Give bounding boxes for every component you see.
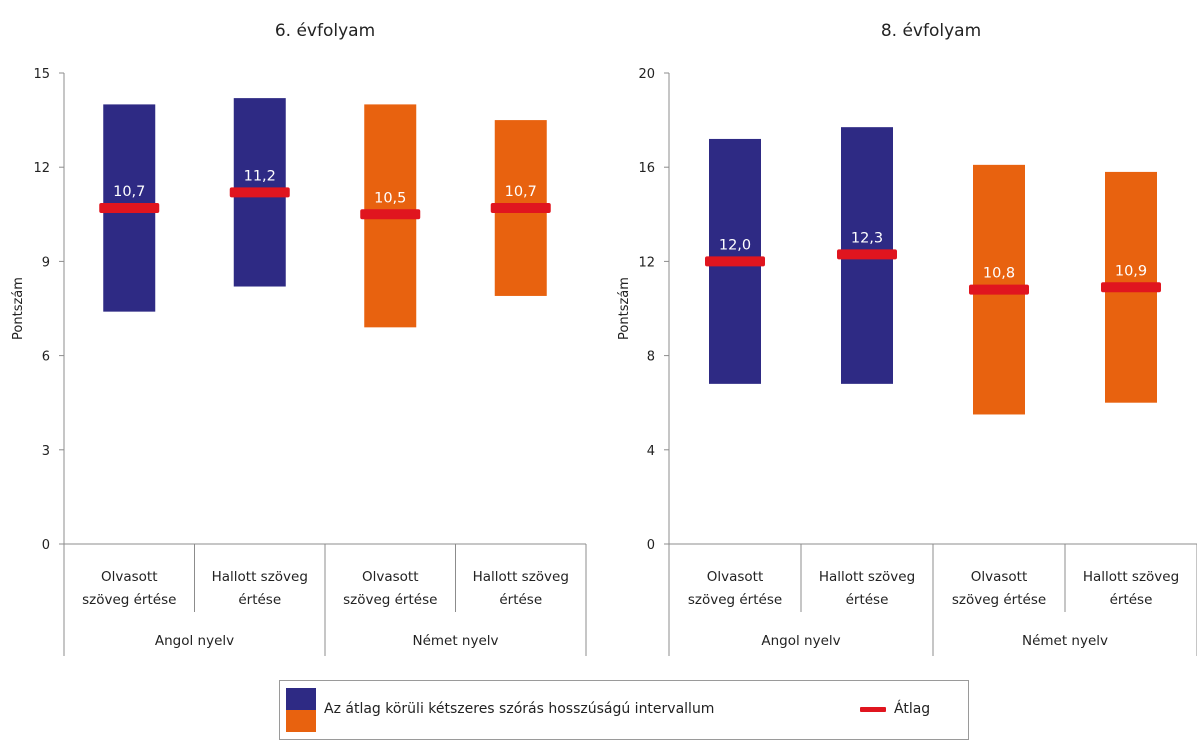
category-label: Olvasott — [101, 569, 158, 585]
category-label: értése — [1110, 592, 1153, 608]
y-tick-label: 0 — [42, 538, 50, 553]
mean-value-label: 10,5 — [374, 190, 406, 206]
legend-interval-label: Az átlag körüli kétszeres szórás hosszús… — [324, 701, 715, 717]
group-label: Német nyelv — [412, 633, 498, 649]
category-label: Hallott szöveg — [473, 569, 569, 585]
mean-marker — [490, 203, 551, 214]
y-tick-label: 12 — [33, 161, 50, 176]
legend-swatch-orange — [286, 710, 316, 732]
y-axis-label: Pontszám — [11, 277, 26, 340]
chart-title: 8. évfolyam — [881, 21, 981, 41]
category-label: Hallott szöveg — [819, 569, 915, 585]
category-label: Hallott szöveg — [212, 569, 308, 585]
category-label: Olvasott — [707, 569, 764, 585]
mean-marker — [837, 249, 897, 260]
y-tick-label: 20 — [638, 67, 655, 82]
mean-marker — [705, 256, 765, 267]
mean-value-label: 10,7 — [113, 184, 145, 200]
category-label: szöveg értése — [952, 592, 1046, 608]
y-tick-label: 3 — [42, 444, 50, 459]
category-label: értése — [499, 592, 542, 608]
category-label: szöveg értése — [688, 592, 782, 608]
category-label: Olvasott — [971, 569, 1028, 585]
group-label: Angol nyelv — [155, 633, 234, 649]
mean-marker — [229, 187, 290, 198]
category-label: értése — [846, 592, 889, 608]
y-tick-label: 4 — [647, 444, 655, 459]
y-tick-label: 6 — [42, 350, 50, 365]
mean-marker — [1101, 282, 1161, 293]
legend: Az átlag körüli kétszeres szórás hosszús… — [279, 680, 969, 740]
mean-value-label: 12,0 — [719, 237, 751, 253]
y-tick-label: 16 — [638, 161, 655, 176]
category-label: értése — [238, 592, 281, 608]
legend-mean-label: Átlag — [894, 701, 931, 717]
legend-mean-line — [860, 707, 886, 712]
y-tick-label: 9 — [42, 255, 50, 270]
mean-value-label: 12,3 — [851, 230, 883, 246]
group-label: Német nyelv — [1022, 633, 1108, 649]
category-label: szöveg értése — [343, 592, 437, 608]
y-tick-label: 12 — [638, 255, 655, 270]
chart-2: 8. évfolyam Pontszám 0 4 8 12 16 20 Olvasott szöv… — [617, 21, 1197, 656]
category-label: Hallott szöveg — [1083, 569, 1179, 585]
mean-value-label: 10,9 — [1115, 263, 1147, 279]
y-tick-label: 15 — [33, 67, 50, 82]
y-axis-label: Pontszám — [617, 277, 632, 340]
category-label: Olvasott — [362, 569, 419, 585]
legend-swatch-blue — [286, 688, 316, 710]
mean-marker — [99, 203, 160, 214]
mean-value-label: 11,2 — [244, 168, 276, 184]
mean-marker — [969, 284, 1029, 295]
group-label: Angol nyelv — [761, 633, 840, 649]
mean-marker — [360, 209, 421, 220]
y-tick-label: 0 — [647, 538, 655, 553]
category-label: szöveg értése — [82, 592, 176, 608]
chart-1: 6. évfolyam Pontszám 0 3 6 9 12 15 Olvasott szöve… — [11, 21, 587, 656]
y-tick-label: 8 — [647, 350, 655, 365]
mean-value-label: 10,7 — [505, 184, 537, 200]
mean-value-label: 10,8 — [983, 266, 1015, 282]
chart-title: 6. évfolyam — [275, 21, 375, 41]
